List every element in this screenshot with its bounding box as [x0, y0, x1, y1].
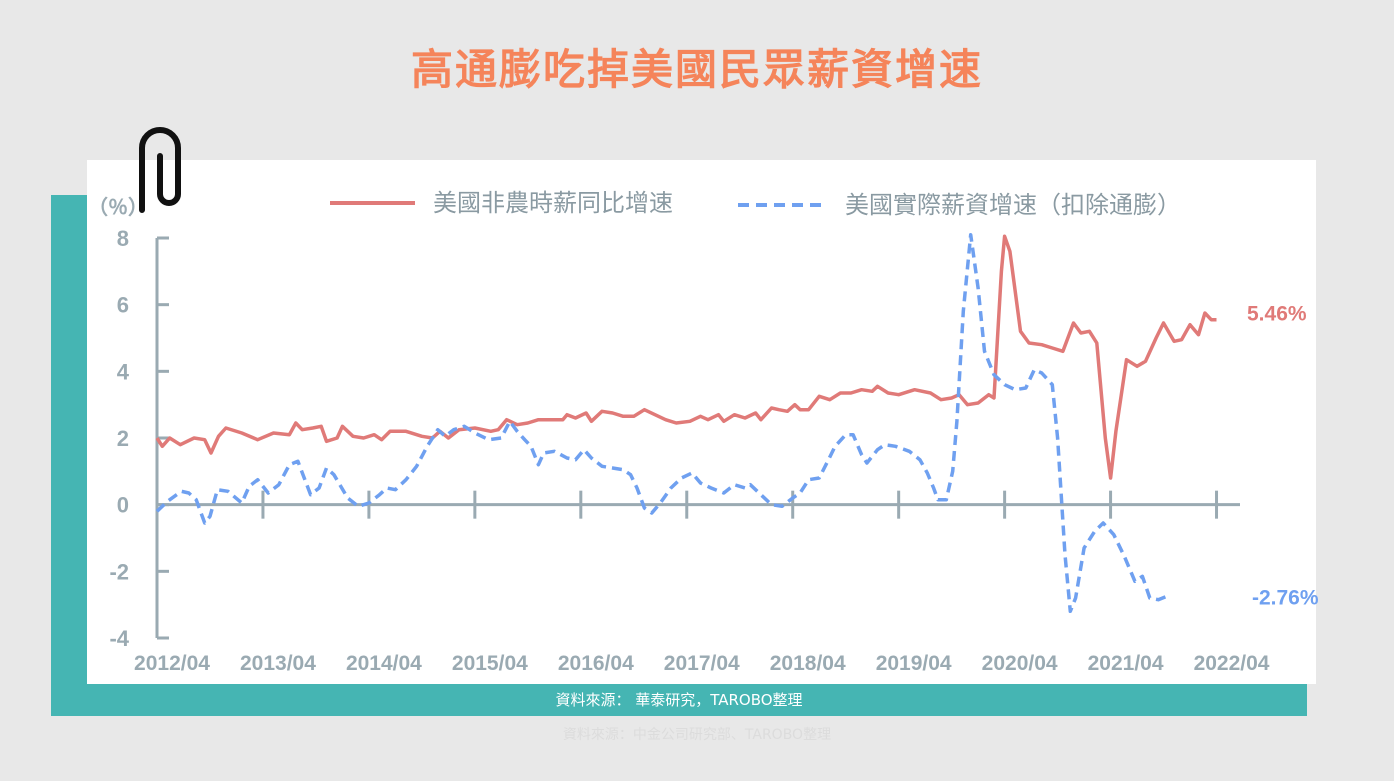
y-tick-label: -4 — [109, 626, 129, 651]
x-tick-label: 2014/04 — [346, 652, 422, 675]
legend-label-real: 美國實際薪資增速（扣除通膨） — [845, 192, 1181, 219]
x-tick-label: 2022/04 — [1194, 652, 1270, 675]
x-tick-label: 2020/04 — [982, 652, 1058, 675]
y-tick-label: 6 — [117, 293, 129, 318]
x-tick-label: 2012/04 — [134, 652, 210, 675]
series-line-nominal — [155, 234, 1217, 480]
chart-title: 高通膨吃掉美國民眾薪資增速 — [410, 45, 983, 94]
legend-label-nominal: 美國非農時薪同比增速 — [433, 190, 673, 217]
x-tick-label: 2016/04 — [558, 652, 634, 675]
y-axis-unit: （％） — [88, 196, 148, 219]
x-tick-label: 2019/04 — [876, 652, 952, 675]
y-tick-label: -2 — [109, 559, 129, 584]
chart-card — [87, 160, 1316, 684]
paperclip-icon — [139, 127, 181, 213]
end-label-real: -2.76% — [1252, 586, 1319, 609]
x-tick-label: 2021/04 — [1088, 652, 1164, 675]
x-tick-label: 2018/04 — [770, 652, 846, 675]
series-line-real — [155, 232, 1168, 614]
x-tick-label: 2015/04 — [452, 652, 528, 675]
y-tick-label: 8 — [117, 226, 129, 251]
x-tick-label: 2017/04 — [664, 652, 740, 675]
ghost-source-note: 資料來源：中金公司研究部、TAROBO整理 — [562, 727, 832, 743]
y-tick-label: 0 — [117, 493, 129, 518]
end-label-nominal: 5.46% — [1247, 303, 1307, 326]
source-note: 資料來源： 華泰研究，TAROBO整理 — [555, 691, 803, 709]
y-tick-label: 2 — [117, 426, 129, 451]
y-tick-label: 4 — [117, 359, 130, 384]
x-tick-label: 2013/04 — [240, 652, 316, 675]
